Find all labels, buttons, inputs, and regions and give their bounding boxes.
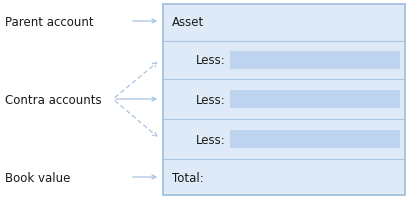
Text: Less:: Less: bbox=[196, 93, 225, 106]
Bar bbox=[163, 5, 404, 195]
Text: Less:: Less: bbox=[196, 133, 225, 146]
Bar bbox=[163, 5, 404, 195]
Text: Contra accounts: Contra accounts bbox=[5, 93, 101, 106]
Bar bbox=[229, 52, 399, 70]
Bar bbox=[229, 130, 399, 148]
Text: Book value: Book value bbox=[5, 171, 70, 184]
Text: Total:: Total: bbox=[172, 171, 203, 184]
Bar bbox=[229, 91, 399, 108]
Text: Asset: Asset bbox=[172, 15, 204, 28]
Text: Less:: Less: bbox=[196, 54, 225, 67]
Text: Parent account: Parent account bbox=[5, 15, 93, 28]
